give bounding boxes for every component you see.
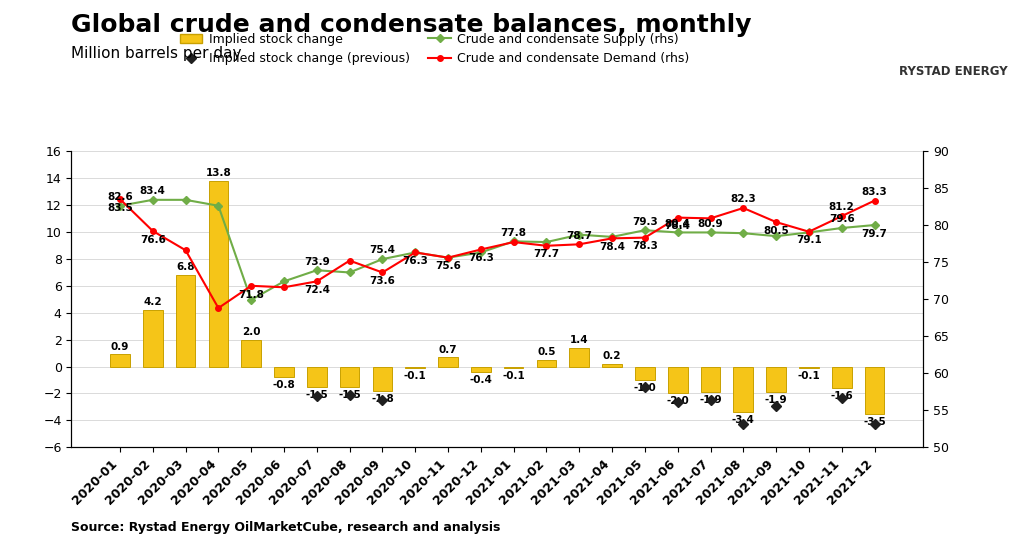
Text: 82.3: 82.3 bbox=[730, 194, 755, 204]
Text: 76.3: 76.3 bbox=[401, 256, 428, 266]
Text: 0.2: 0.2 bbox=[602, 351, 621, 361]
Text: 79.7: 79.7 bbox=[861, 229, 887, 239]
Text: 78.4: 78.4 bbox=[598, 242, 625, 252]
Text: 76.6: 76.6 bbox=[140, 234, 165, 245]
Bar bbox=[569, 348, 589, 367]
Text: 83.3: 83.3 bbox=[861, 187, 887, 197]
Text: 77.8: 77.8 bbox=[500, 229, 526, 238]
Text: -2.0: -2.0 bbox=[665, 397, 689, 406]
Bar bbox=[110, 355, 129, 367]
Text: 83.5: 83.5 bbox=[107, 203, 132, 213]
Text: -1.8: -1.8 bbox=[371, 393, 393, 404]
Bar bbox=[307, 367, 326, 387]
Text: 82.6: 82.6 bbox=[107, 192, 132, 202]
Text: -1.5: -1.5 bbox=[338, 390, 361, 400]
Text: 1.4: 1.4 bbox=[570, 335, 588, 345]
Text: 2.0: 2.0 bbox=[242, 327, 260, 337]
Text: -0.1: -0.1 bbox=[404, 371, 426, 381]
Text: -1.9: -1.9 bbox=[698, 395, 721, 405]
Text: -3.4: -3.4 bbox=[732, 415, 754, 425]
Bar bbox=[700, 367, 719, 392]
Text: 83.4: 83.4 bbox=[140, 186, 165, 196]
Text: 71.8: 71.8 bbox=[238, 289, 264, 300]
Bar bbox=[832, 367, 851, 388]
Text: -0.1: -0.1 bbox=[797, 371, 819, 381]
Text: 80.5: 80.5 bbox=[762, 226, 789, 236]
Bar bbox=[143, 310, 162, 367]
Legend: Implied stock change, Implied stock change (previous), Crude and condensate Supp: Implied stock change, Implied stock chan… bbox=[179, 33, 689, 65]
Text: -0.1: -0.1 bbox=[501, 371, 525, 381]
Text: 0.5: 0.5 bbox=[537, 347, 555, 357]
Text: 0.9: 0.9 bbox=[111, 342, 129, 352]
Text: 76.3: 76.3 bbox=[468, 253, 493, 263]
Text: 79.1: 79.1 bbox=[795, 236, 821, 245]
Text: 80.4: 80.4 bbox=[664, 219, 690, 229]
Bar bbox=[503, 367, 523, 368]
Bar bbox=[208, 181, 228, 367]
Text: 79.6: 79.6 bbox=[828, 215, 854, 224]
Bar bbox=[765, 367, 786, 392]
Text: Global crude and condensate balances, monthly: Global crude and condensate balances, mo… bbox=[71, 13, 751, 38]
Text: -1.9: -1.9 bbox=[764, 395, 787, 405]
Text: Million barrels per day: Million barrels per day bbox=[71, 46, 242, 61]
Text: RYSTAD ENERGY: RYSTAD ENERGY bbox=[899, 65, 1007, 78]
Text: -1.0: -1.0 bbox=[633, 383, 655, 393]
Text: -0.8: -0.8 bbox=[272, 381, 296, 390]
Text: 75.6: 75.6 bbox=[435, 261, 461, 271]
Bar bbox=[405, 367, 425, 368]
Text: 6.8: 6.8 bbox=[176, 262, 195, 272]
Bar bbox=[372, 367, 392, 391]
Text: 79.3: 79.3 bbox=[632, 217, 657, 226]
Text: -3.5: -3.5 bbox=[862, 417, 886, 427]
Text: 78.3: 78.3 bbox=[632, 241, 657, 251]
Text: 4.2: 4.2 bbox=[144, 298, 162, 307]
Bar bbox=[536, 360, 555, 367]
Text: Source: Rystad Energy OilMarketCube, research and analysis: Source: Rystad Energy OilMarketCube, res… bbox=[71, 521, 500, 534]
Bar bbox=[175, 275, 196, 367]
Text: 72.4: 72.4 bbox=[304, 285, 329, 295]
Text: 80.9: 80.9 bbox=[697, 219, 722, 229]
Bar bbox=[339, 367, 359, 387]
Text: 73.6: 73.6 bbox=[369, 276, 395, 286]
Text: -1.6: -1.6 bbox=[829, 391, 852, 401]
Text: 77.7: 77.7 bbox=[533, 250, 559, 259]
Text: 75.4: 75.4 bbox=[369, 245, 395, 255]
Text: -0.4: -0.4 bbox=[469, 375, 492, 385]
Text: 13.8: 13.8 bbox=[205, 168, 231, 178]
Bar bbox=[864, 367, 883, 414]
Bar bbox=[733, 367, 752, 412]
Bar bbox=[667, 367, 687, 393]
Bar bbox=[798, 367, 818, 368]
Text: 0.7: 0.7 bbox=[438, 344, 457, 355]
Bar bbox=[274, 367, 293, 377]
Bar bbox=[471, 367, 490, 372]
Bar bbox=[601, 364, 622, 367]
Bar bbox=[242, 340, 261, 367]
Text: 78.4: 78.4 bbox=[664, 222, 690, 231]
Text: 78.7: 78.7 bbox=[566, 231, 592, 240]
Bar bbox=[635, 367, 654, 380]
Bar bbox=[438, 357, 458, 367]
Text: -1.5: -1.5 bbox=[305, 390, 328, 400]
Text: 81.2: 81.2 bbox=[828, 203, 854, 212]
Text: 73.9: 73.9 bbox=[304, 257, 329, 266]
